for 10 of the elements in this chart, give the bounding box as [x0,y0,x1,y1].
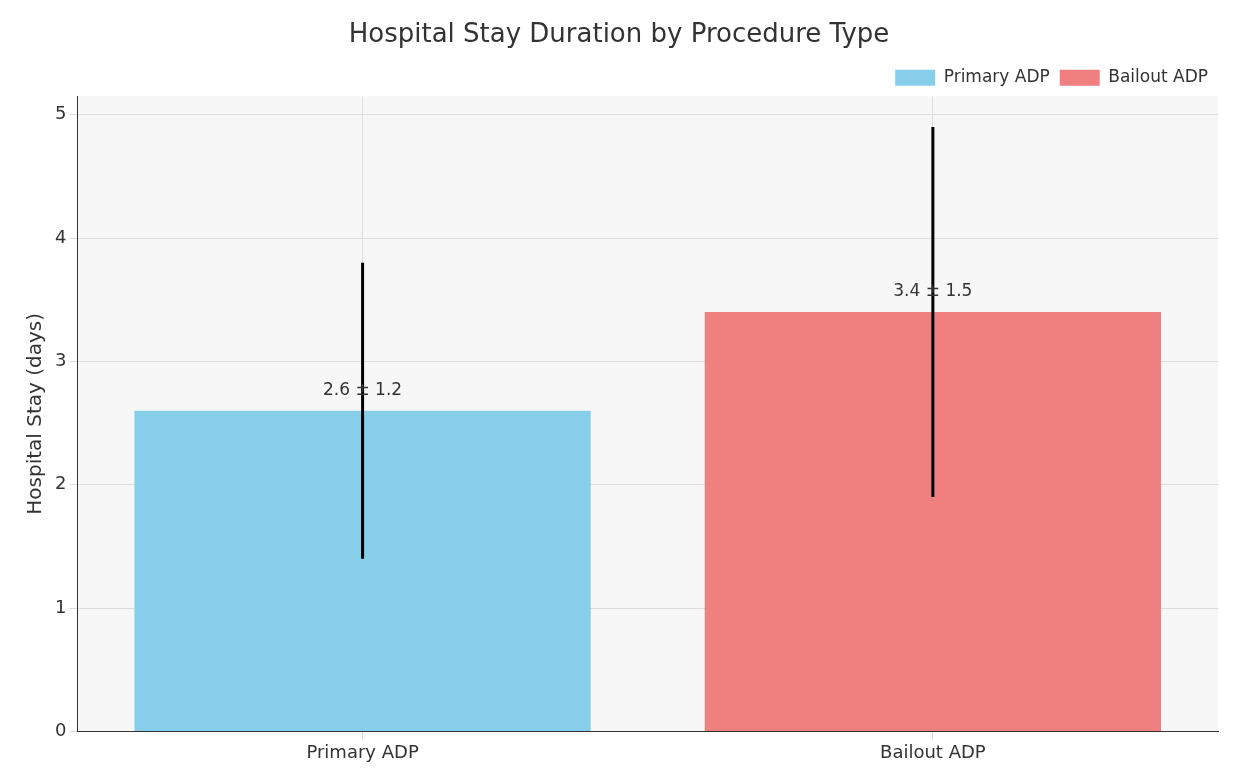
y-axis-title: Hospital Stay (days) [22,312,47,515]
chart-title: Hospital Stay Duration by Procedure Type [348,18,890,49]
y-tick-label: 5 [55,102,67,124]
legend-label: Primary ADP [943,66,1050,87]
y-tick-label: 3 [55,349,67,371]
y-tick-label: 1 [55,595,67,617]
legend-label: Bailout ADP [1108,66,1209,87]
y-tick-label: 0 [55,719,67,741]
y-tick-label: 2 [55,472,67,494]
y-tick-label: 4 [55,225,67,247]
